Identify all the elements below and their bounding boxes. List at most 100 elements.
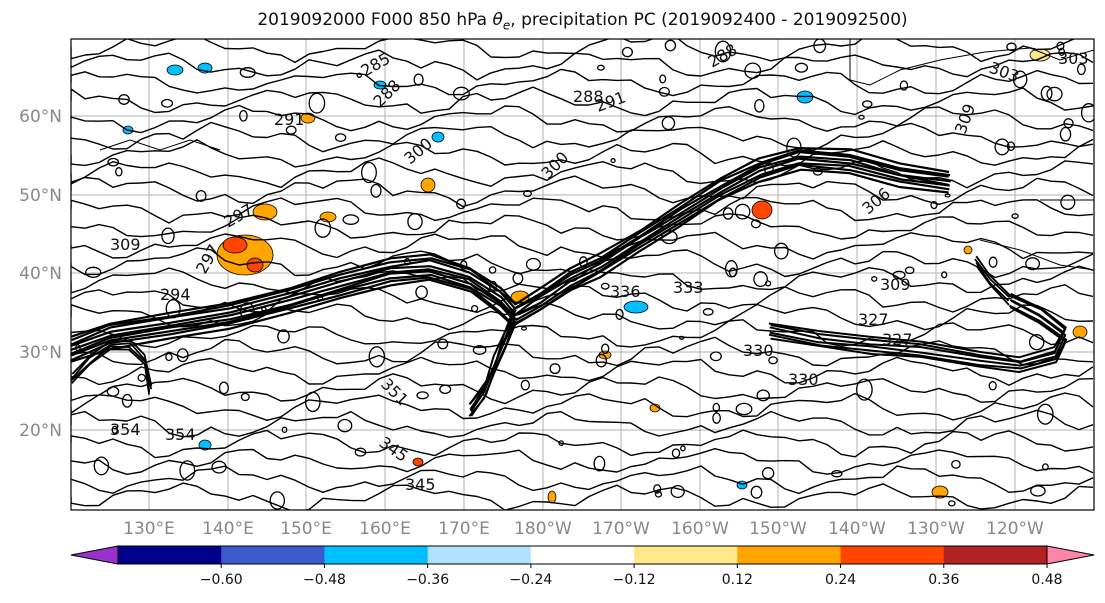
theta-e-isopleth <box>513 168 949 327</box>
theta-e-isopleth <box>770 306 1067 373</box>
theta-e-closed-contour <box>415 285 428 299</box>
precipitation-shading <box>122 48 1088 504</box>
theta-e-closed-contour <box>239 67 256 78</box>
theta-e-isopleth <box>513 150 949 311</box>
theta-e-closed-contour <box>261 306 267 312</box>
graticule <box>71 39 1094 510</box>
theta-e-closed-contour <box>709 351 722 362</box>
theta-e-isopleth <box>71 259 516 346</box>
theta-e-closed-contour <box>407 213 423 231</box>
contour-label: 345 <box>405 475 436 494</box>
theta-e-closed-contour <box>763 162 774 175</box>
latitude-label: 40°N <box>19 264 62 284</box>
theta-e-closed-contour <box>354 447 367 457</box>
precip-patch <box>412 457 424 467</box>
theta-e-closed-contour <box>470 304 479 313</box>
theta-e-closed-contour <box>413 73 424 86</box>
theta-e-closed-contour <box>361 161 377 184</box>
theta-e-isopleth <box>71 319 1094 349</box>
theta-e-closed-contour <box>165 299 181 319</box>
theta-e-closed-contour <box>342 214 360 225</box>
theta-e-closed-contour <box>947 500 956 507</box>
theta-e-isopleth <box>468 321 518 417</box>
theta-e-closed-contour <box>753 271 768 288</box>
theta-e-closed-contour <box>549 363 561 375</box>
theta-e-closed-contour <box>520 326 528 331</box>
precip-patch <box>547 490 557 504</box>
theta-e-isopleth <box>768 292 1067 359</box>
theta-e-closed-contour <box>680 445 686 452</box>
colorbar-tick-label: −0.12 <box>613 572 656 588</box>
theta-e-isopleth <box>974 258 1011 299</box>
theta-e-closed-contour <box>661 116 676 131</box>
theta-e-closed-contour <box>794 62 809 73</box>
theta-e-closed-contour <box>621 46 633 58</box>
colorbar-tick-label: 0.12 <box>722 572 753 588</box>
theta-e-closed-contour <box>195 189 207 202</box>
theta-e-closed-contour <box>951 459 961 469</box>
precip-patch <box>420 177 436 193</box>
theta-e-closed-contour <box>1006 42 1017 52</box>
theta-e-closed-contour <box>1041 463 1049 471</box>
theta-e-closed-contour <box>750 485 763 499</box>
theta-e-closed-contour <box>596 64 605 71</box>
theta-e-isopleth <box>71 49 1094 81</box>
theta-e-closed-contour <box>578 256 588 268</box>
theta-e-closed-contour <box>118 94 130 105</box>
theta-e-closed-contour <box>670 484 685 499</box>
theta-e-closed-contour <box>558 440 565 446</box>
colorbar: −0.60 −0.48 −0.36 −0.24 −0.12 0.12 0.24 0.36 0.4… <box>70 545 1095 588</box>
theta-e-isopleth <box>71 336 1094 367</box>
theta-e-isopleth <box>71 257 517 342</box>
theta-e-closed-contour <box>664 39 677 52</box>
theta-e-closed-contour <box>773 242 789 260</box>
theta-e-isopleth <box>71 482 1094 510</box>
theta-e-closed-contour <box>1006 141 1016 152</box>
theta-e-closed-contour <box>610 158 616 164</box>
theta-e-closed-contour <box>1076 63 1086 76</box>
contour-label: 288 <box>573 87 604 106</box>
theta-e-closed-contour <box>615 308 624 320</box>
theta-e-closed-contour <box>786 137 802 158</box>
contour-label: 291 <box>274 110 305 129</box>
theta-e-closed-contour <box>269 491 286 510</box>
theta-e-closed-contour <box>416 391 429 400</box>
theta-e-closed-contour <box>768 356 778 365</box>
contour-label: 294 <box>160 285 191 304</box>
theta-e-closed-contour <box>744 62 762 79</box>
theta-e-closed-contour <box>904 266 915 275</box>
longitude-label: 120°W <box>986 519 1044 539</box>
theta-e-closed-contour <box>653 484 662 494</box>
theta-e-closed-contour <box>1058 47 1066 56</box>
theta-e-closed-contour <box>356 72 363 78</box>
colorbar-tick-label: 0.48 <box>1031 572 1062 588</box>
theta-e-closed-contour <box>750 219 761 229</box>
theta-e-closed-contour <box>994 138 1010 156</box>
theta-e-isopleth <box>71 348 150 395</box>
theta-e-closed-contour <box>1056 41 1065 51</box>
theta-e-isopleth <box>71 265 515 348</box>
precip-patch <box>623 300 649 314</box>
contour-label: 354 <box>110 420 141 439</box>
theta-e-closed-contour <box>239 109 248 122</box>
coastline <box>99 139 221 151</box>
theta-e-closed-contour <box>930 200 938 210</box>
theta-e-isopleth <box>975 261 1010 302</box>
theta-e-isopleth <box>71 429 1094 459</box>
theta-e-closed-contour <box>724 260 738 278</box>
theta-e-closed-contour <box>761 467 775 480</box>
theta-e-isopleth <box>514 155 952 316</box>
precip-patch <box>198 439 212 451</box>
theta-e-closed-contour <box>988 381 997 391</box>
theta-e-closed-contour <box>856 378 873 401</box>
theta-e-closed-contour <box>107 157 120 167</box>
contour-label: 309 <box>880 275 911 294</box>
theta-e-closed-contour <box>1028 334 1045 351</box>
theta-e-isopleth <box>513 157 950 317</box>
theta-e-isopleth <box>769 299 1067 367</box>
colorbar-segment <box>118 546 222 564</box>
theta-e-isopleth <box>71 356 1094 386</box>
theta-e-isopleth <box>71 139 1094 168</box>
precip-patch <box>431 131 445 143</box>
theta-e-contours <box>71 39 1094 510</box>
